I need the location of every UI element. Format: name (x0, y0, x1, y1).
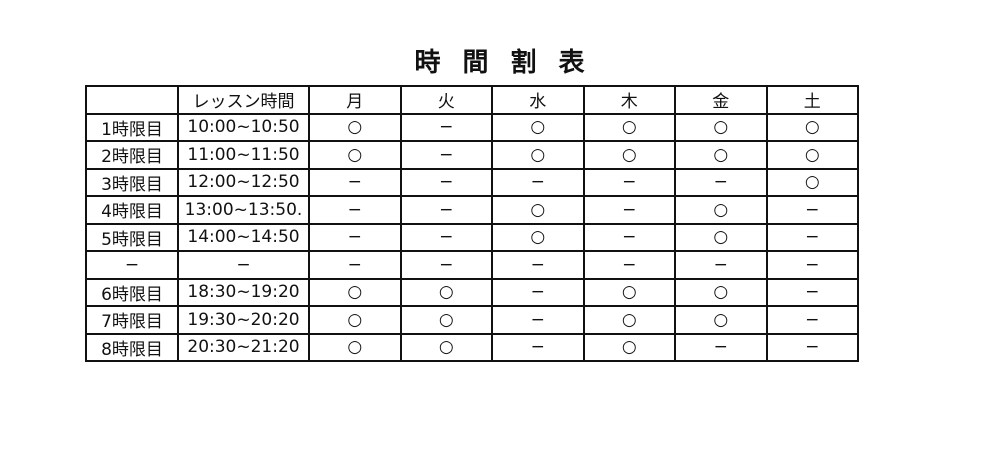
table-cell: ○ (491, 195, 585, 225)
table-cell: ○ (674, 112, 768, 142)
table-row: − − − − − − − − (85, 250, 859, 280)
table-cell: − (399, 140, 493, 170)
table-cell: − (582, 167, 676, 197)
table-cell: − (582, 250, 676, 280)
table-cell: − (765, 222, 859, 252)
table-cell: − (674, 332, 768, 362)
table-cell: − (399, 167, 493, 197)
table-cell: 2時限目 (85, 140, 179, 170)
table-cell: − (765, 305, 859, 335)
table-cell: − (399, 222, 493, 252)
table-cell: ○ (491, 222, 585, 252)
table-cell: − (765, 250, 859, 280)
table-cell: ○ (765, 167, 859, 197)
column-header: 月 (308, 85, 402, 115)
column-header: 金 (674, 85, 768, 115)
table-cell: ○ (399, 332, 493, 362)
table-cell: 3時限目 (85, 167, 179, 197)
column-header: 火 (399, 85, 493, 115)
table-cell: 8時限目 (85, 332, 179, 362)
table-cell: ○ (582, 277, 676, 307)
page-title: 時間割表 (414, 48, 607, 78)
table-cell: − (765, 195, 859, 225)
table-cell: ○ (308, 332, 402, 362)
table-row: 6時限目 18:30~19:20 ○ ○ − ○ ○ − (85, 277, 859, 307)
table-cell: − (308, 195, 402, 225)
table-cell: ○ (582, 332, 676, 362)
table-cell: ○ (582, 112, 676, 142)
table-cell: 18:30~19:20 (177, 277, 310, 307)
table-cell: ○ (399, 277, 493, 307)
table-cell: ○ (674, 305, 768, 335)
table-cell: 20:30~21:20 (177, 332, 310, 362)
table-cell: ○ (491, 140, 585, 170)
table-cell: 6時限目 (85, 277, 179, 307)
table-cell: ○ (674, 277, 768, 307)
table-cell: ○ (765, 140, 859, 170)
table-row: 2時限目 11:00~11:50 ○ − ○ ○ ○ ○ (85, 140, 859, 170)
table-cell: 10:00~10:50 (177, 112, 310, 142)
table-cell: − (674, 167, 768, 197)
table-cell: 14:00~14:50 (177, 222, 310, 252)
table-cell: ○ (308, 112, 402, 142)
column-header: 水 (491, 85, 585, 115)
table-cell: ○ (399, 305, 493, 335)
table-cell: ○ (308, 305, 402, 335)
table-cell: − (491, 305, 585, 335)
table-row: 4時限目 13:00~13:50. − − ○ − ○ − (85, 195, 859, 225)
table-cell: 7時限目 (85, 305, 179, 335)
column-header: 木 (582, 85, 676, 115)
table-cell: ○ (674, 222, 768, 252)
table-cell: 4時限目 (85, 195, 179, 225)
table-cell: − (308, 167, 402, 197)
table-row: 3時限目 12:00~12:50− − − − − ○ (85, 167, 859, 197)
table-cell: − (491, 332, 585, 362)
table-cell: 12:00~12:50 (177, 167, 310, 197)
table-cell: − (177, 250, 310, 280)
table-cell: − (85, 250, 179, 280)
table-row: 1時限目 10:00~10:50 ○ − ○ ○ ○ ○ (85, 112, 859, 142)
table-cell: ○ (674, 195, 768, 225)
table-cell: − (765, 332, 859, 362)
table-cell: − (491, 250, 585, 280)
table-row: 8時限目 20:30~21:20 ○ ○ − ○ − − (85, 332, 859, 362)
table-cell: − (765, 277, 859, 307)
column-header: レッスン時間 (177, 85, 310, 115)
table-cell: − (399, 195, 493, 225)
header-row: レッスン時間月火水木金土 (85, 85, 859, 115)
table-cell: 1時限目 (85, 112, 179, 142)
table-cell: ○ (491, 112, 585, 142)
table-cell: − (399, 112, 493, 142)
table-cell: 5時限目 (85, 222, 179, 252)
table-cell: ○ (582, 305, 676, 335)
table-cell: − (399, 250, 493, 280)
table-cell: − (491, 167, 585, 197)
table-cell: ○ (308, 277, 402, 307)
table-cell: − (308, 250, 402, 280)
table-cell: ○ (765, 112, 859, 142)
table-cell: − (308, 222, 402, 252)
table-cell: ○ (582, 140, 676, 170)
table-cell: ○ (674, 140, 768, 170)
table-cell: 19:30~20:20 (177, 305, 310, 335)
column-header (85, 85, 179, 115)
table-row: 5時限目 14:00~14:50− − ○ − ○ − (85, 222, 859, 252)
table-cell: 11:00~11:50 (177, 140, 310, 170)
table-cell: 13:00~13:50. (177, 195, 310, 225)
timetable: レッスン時間月火水木金土 1時限目 10:00~10:50 ○ − ○ ○ ○ ○ 2時限目 11:… (85, 85, 859, 362)
column-header: 土 (765, 85, 859, 115)
table-cell: − (674, 250, 768, 280)
table-row: 7時限目 19:30~20:20 ○ ○ − ○ ○ − (85, 305, 859, 335)
table-cell: ○ (308, 140, 402, 170)
table-cell: − (582, 195, 676, 225)
table-cell: − (491, 277, 585, 307)
table-cell: − (582, 222, 676, 252)
